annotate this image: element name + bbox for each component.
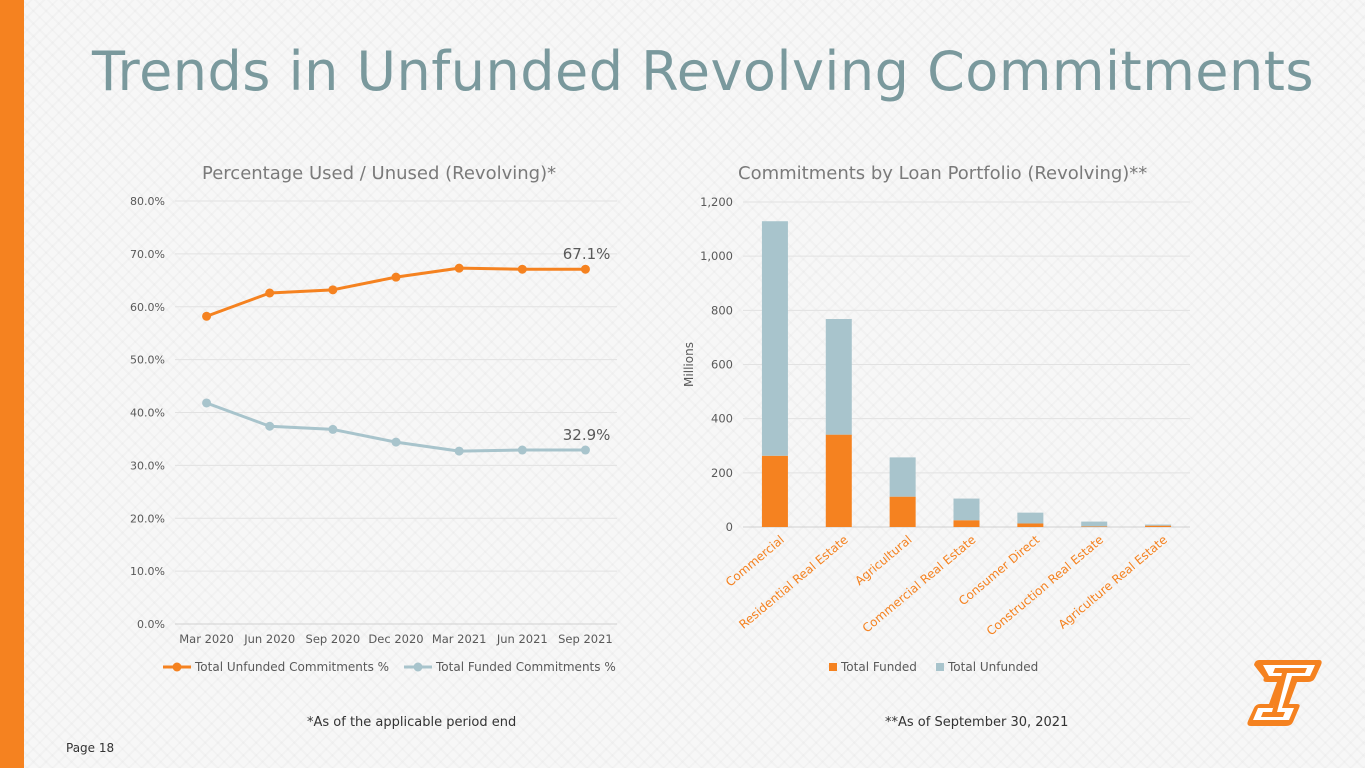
legend-label: Total Unfunded xyxy=(947,660,1038,674)
line-point xyxy=(202,311,212,321)
slide-title: Trends in Unfunded Revolving Commitments xyxy=(92,40,1315,103)
bar-chart-x-tick: Construction Real Estate xyxy=(984,533,1106,639)
bar-funded xyxy=(889,496,916,527)
line-chart-title: Percentage Used / Unused (Revolving)* xyxy=(202,163,557,184)
line-point xyxy=(391,437,401,447)
bar-unfunded xyxy=(889,457,916,497)
line-point xyxy=(517,445,527,455)
bar-unfunded xyxy=(1145,524,1172,526)
bar-chart-x-tick: Agriculture Real Estate xyxy=(1056,533,1170,632)
line-chart-y-tick: 10.0% xyxy=(130,565,165,578)
legend-label: Total Funded xyxy=(840,660,917,674)
line-point xyxy=(391,272,401,282)
bar-funded xyxy=(953,520,980,527)
bar-chart-y-tick: 0 xyxy=(726,520,733,534)
line-point xyxy=(580,264,590,274)
line-chart-x-tick: Sep 2021 xyxy=(558,632,613,646)
bar-chart-y-axis-label: Millions xyxy=(682,342,696,387)
bar-unfunded xyxy=(953,498,980,521)
line-chart-y-tick: 30.0% xyxy=(130,459,165,472)
line-chart-x-tick: Mar 2020 xyxy=(179,632,234,646)
line-point xyxy=(202,398,212,408)
bar-funded xyxy=(1081,526,1108,527)
bar-chart-x-tick: Commercial Real Estate xyxy=(860,533,979,636)
line-chart-y-tick: 50.0% xyxy=(130,354,165,367)
bar-chart-x-tick: Commercial xyxy=(723,533,787,590)
bar-unfunded xyxy=(1017,512,1044,524)
bar-chart-y-tick: 800 xyxy=(711,303,733,317)
bar-chart-title: Commitments by Loan Portfolio (Revolving… xyxy=(738,163,1148,184)
line-point xyxy=(454,263,464,273)
line-chart-x-tick: Sep 2020 xyxy=(306,632,361,646)
bar-chart-y-tick: 1,000 xyxy=(700,249,733,263)
line-point xyxy=(517,264,527,274)
bar-chart-x-tick: Agricultural xyxy=(852,533,914,588)
legend-marker xyxy=(172,662,182,672)
company-logo-icon xyxy=(1247,660,1322,726)
footnote-right: **As of September 30, 2021 xyxy=(885,715,1069,730)
line-chart-y-tick: 70.0% xyxy=(130,248,165,261)
line-point xyxy=(265,288,275,298)
bar-unfunded xyxy=(825,319,852,435)
line-chart-x-tick: Jun 2020 xyxy=(243,632,295,646)
line-chart-y-tick: 20.0% xyxy=(130,512,165,525)
line-chart-y-tick: 80.0% xyxy=(130,195,165,208)
line-chart-y-tick: 40.0% xyxy=(130,407,165,420)
legend-label: Total Funded Commitments % xyxy=(435,660,616,674)
bar-funded xyxy=(761,455,788,527)
line-chart-x-tick: Jun 2021 xyxy=(496,632,548,646)
line-point xyxy=(454,446,464,456)
legend-label: Total Unfunded Commitments % xyxy=(194,660,389,674)
line-data-label: 67.1% xyxy=(563,245,611,263)
line-chart-y-tick: 0.0% xyxy=(137,618,165,631)
legend-swatch xyxy=(829,663,837,671)
bar-funded xyxy=(1017,523,1044,527)
line-chart-y-tick: 60.0% xyxy=(130,301,165,314)
legend-swatch xyxy=(936,663,944,671)
line-chart-x-tick: Mar 2021 xyxy=(432,632,487,646)
bar-funded xyxy=(825,434,852,527)
footnote-left: *As of the applicable period end xyxy=(307,715,517,730)
accent-stripe xyxy=(0,0,24,768)
bar-chart-x-tick: Residential Real Estate xyxy=(736,533,850,632)
line-point xyxy=(328,285,338,295)
bar-chart-y-tick: 1,200 xyxy=(700,195,733,209)
bar-unfunded xyxy=(1081,521,1108,527)
bar-funded xyxy=(1145,525,1172,527)
bar-chart-y-tick: 200 xyxy=(711,466,733,480)
bar-chart-y-tick: 600 xyxy=(711,358,733,372)
line-point xyxy=(580,445,590,455)
line-data-label: 32.9% xyxy=(563,426,611,444)
line-point xyxy=(328,424,338,434)
line-chart-x-tick: Dec 2020 xyxy=(368,632,423,646)
bar-unfunded xyxy=(761,221,788,456)
page-number: Page 18 xyxy=(66,741,115,755)
bar-chart-y-tick: 400 xyxy=(711,412,733,426)
legend-marker xyxy=(413,662,423,672)
line-point xyxy=(265,421,275,431)
